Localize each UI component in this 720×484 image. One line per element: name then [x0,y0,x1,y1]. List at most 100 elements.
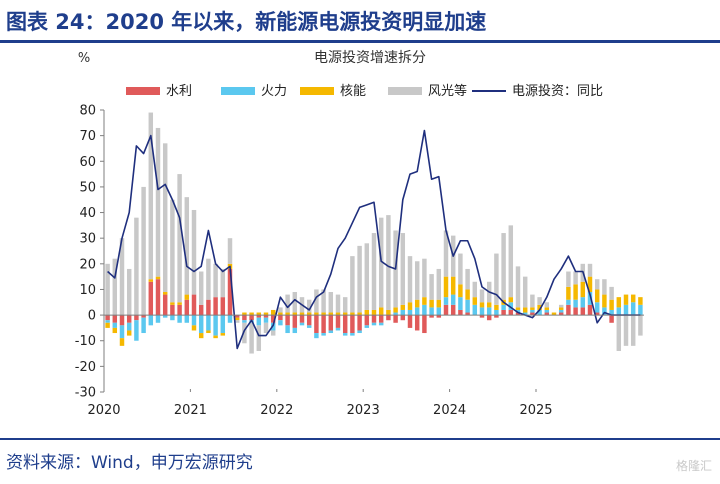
bar-segment [263,315,269,318]
bar-segment [594,279,600,290]
bar-segment [414,315,420,331]
bar-segment [234,320,240,323]
bar-segment [321,315,326,334]
x-tick-label: 2020 [87,403,120,418]
bar-segment [227,315,233,323]
bar-segment [566,304,571,316]
bar-segment [155,279,161,316]
bar-segment [270,315,276,323]
bar-segment [350,333,355,336]
bar-segment [213,335,218,339]
bar-segment [422,315,427,334]
bar-segment [522,312,528,316]
bar-segment [198,333,204,339]
bar-segment [400,304,406,310]
bar-segment [141,186,146,316]
bar-segment [465,312,470,316]
bar-segment [638,315,643,336]
bar-segment [198,271,204,305]
y-tick-label: 70 [79,129,96,144]
bar-segment [213,315,218,336]
bar-segment [285,294,290,313]
bar-segment [105,315,110,321]
bar-segment [429,274,434,300]
bar-segment [530,294,535,308]
bar-segment [321,333,326,336]
bar-segment [227,268,233,316]
bar-segment [270,330,276,336]
bar-segment [544,309,550,313]
bar-segment [350,256,355,313]
bar-segment [364,309,370,316]
bar-segment [443,304,449,316]
bar-segment [486,315,492,321]
bar-segment [285,315,290,326]
bar-segment [587,263,593,277]
bar-segment [378,322,384,326]
bar-segment [429,299,434,308]
bar-segment [364,315,370,326]
bar-segment [630,315,636,346]
y-tick-label: 30 [79,232,96,247]
bar-segment [407,256,413,303]
bar-segment [530,312,535,316]
bar-segment [242,315,247,321]
bar-segment [278,312,283,316]
bar-segment [573,299,578,308]
bar-segment [465,268,470,290]
bar-segment [414,307,420,316]
bar-segment [321,289,326,313]
x-tick-label: 2022 [260,403,293,418]
bar-segment [594,312,600,316]
bar-segment [508,225,514,298]
bar-segment [566,271,571,287]
bar-segment [558,304,564,308]
bar-segment [616,315,622,351]
bar-segment [256,325,262,351]
bar-segment [177,304,182,316]
bar-segment [558,312,564,316]
bar-segment [436,315,442,318]
bar-segment [544,312,550,316]
bar-segment [566,299,571,305]
bar-segment [479,307,485,316]
footer-divider [0,438,720,440]
bar-segment [364,325,370,328]
bar-segment [306,325,312,328]
bar-segment [515,312,521,316]
bar-segment [191,294,197,316]
header-divider [0,40,720,43]
bar-segment [155,315,161,323]
bar-segment [112,258,118,316]
bar-segment [141,315,146,318]
bar-segment [443,276,449,298]
source-note: 资料来源：Wind，申万宏源研究 [6,453,253,473]
bar-segment [494,315,499,318]
bar-segment [530,307,535,310]
y-tick-label: 40 [79,206,96,221]
bar-segment [314,333,319,339]
bar-segment [386,315,391,321]
bar-segment [134,217,139,316]
bar-segment [443,230,449,277]
bar-segment [558,309,564,313]
bar-segment [623,315,629,346]
bar-segment [141,317,146,334]
bar-segment [537,309,542,316]
bar-segment [422,258,427,298]
bar-segment [508,297,514,303]
bar-segment [242,312,247,316]
bar-segment [206,299,211,316]
bar-segment [508,309,514,316]
bar-segment [134,315,139,321]
bar-segment [278,315,283,321]
bar-segment [544,302,550,308]
bar-segment [371,322,377,326]
bar-segment [393,315,398,323]
bar-segment [306,315,312,326]
bar-segment [314,315,319,334]
bar-segment [501,233,506,300]
bar-segment [112,315,118,323]
bar-segment [436,307,442,316]
bar-segment [299,322,305,326]
